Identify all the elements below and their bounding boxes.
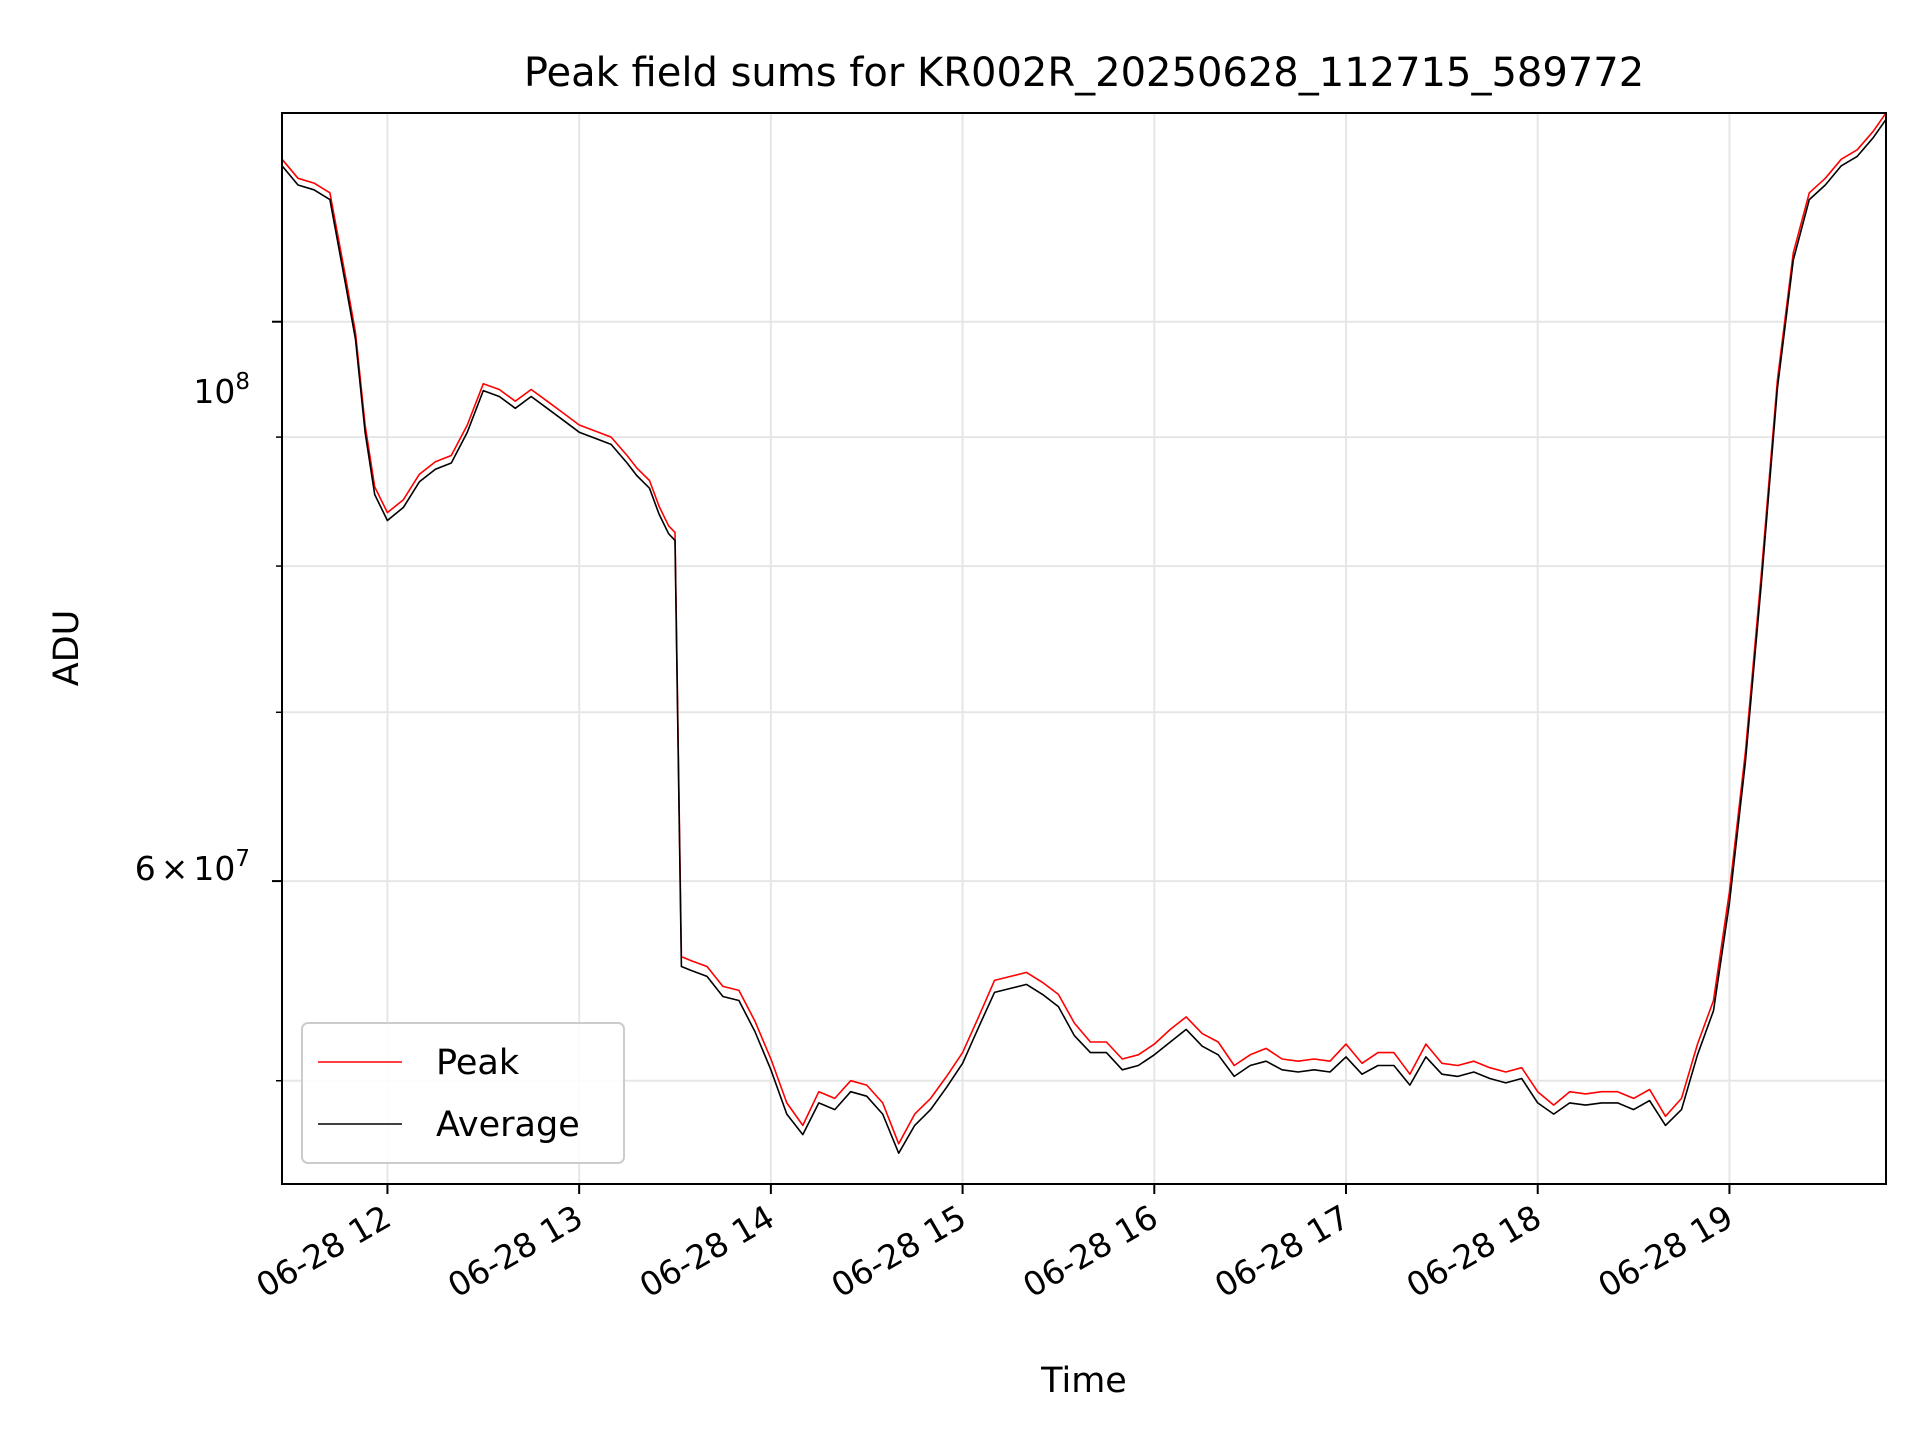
plot-frame bbox=[281, 112, 1887, 1185]
series-line-peak bbox=[282, 113, 1886, 1145]
y-tick-label-1e8: 108 bbox=[193, 369, 250, 411]
y-axis-label: ADU bbox=[47, 610, 87, 687]
series-line-average bbox=[282, 118, 1886, 1154]
x-axis-label: Time bbox=[1040, 1361, 1127, 1401]
legend-label-peak: Peak bbox=[436, 1043, 520, 1083]
series-layer bbox=[282, 113, 1886, 1154]
legend: Peak Average bbox=[301, 1022, 625, 1164]
grid-layer bbox=[282, 113, 1886, 1184]
legend-label-average: Average bbox=[436, 1105, 580, 1145]
chart-title: Peak field sums for KR002R_20250628_1127… bbox=[524, 50, 1644, 96]
legend-box bbox=[301, 1022, 625, 1164]
y-tick-label-6e7: 6 × 107 bbox=[135, 846, 250, 888]
